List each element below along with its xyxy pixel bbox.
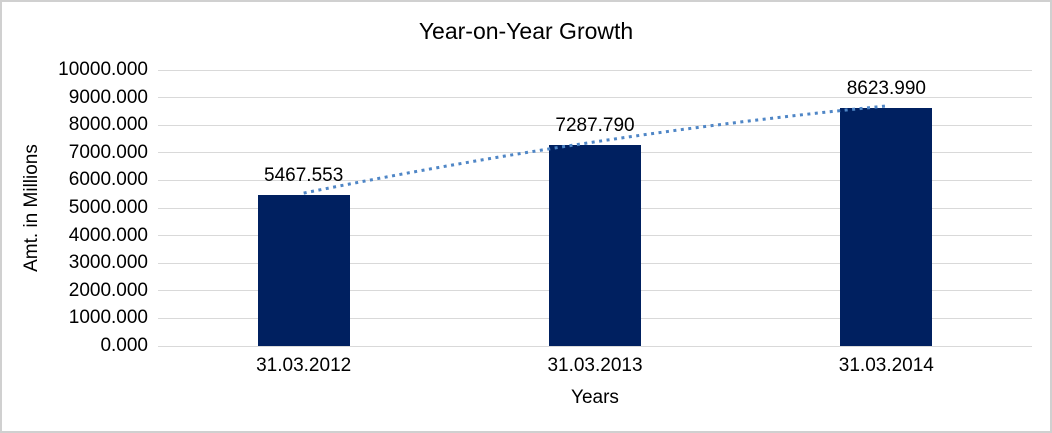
gridline <box>158 97 1032 99</box>
y-tick-label: 1000.000 <box>68 307 148 329</box>
y-tick-label: 6000.000 <box>68 169 148 191</box>
y-tick-label: 0.000 <box>100 335 148 356</box>
y-tick-label: 7000.000 <box>68 141 148 163</box>
data-label: 8623.990 <box>846 77 926 99</box>
y-tick-label: 5000.000 <box>68 197 148 218</box>
y-tick-label: 8000.000 <box>68 114 148 136</box>
x-tick-label: 31.03.2014 <box>838 355 934 376</box>
bar-31.03.2014 <box>840 107 933 346</box>
bar-31.03.2012 <box>257 195 350 346</box>
plot-area: 5467.553 7287.790 8623.990 <box>158 69 1032 347</box>
chart-title: Year-on-Year Growth <box>418 18 634 44</box>
data-label: 7287.790 <box>555 114 635 136</box>
y-tick-label: 3000.000 <box>68 252 148 274</box>
x-axis-tick-labels: 31.03.2012 31.03.2013 31.03.2014 <box>158 355 1032 379</box>
y-tick-label: 4000.000 <box>68 224 148 246</box>
x-axis-title: Years <box>571 387 619 408</box>
y-tick-label: 2000.000 <box>68 279 148 301</box>
y-tick-label: 10000.000 <box>58 59 148 80</box>
bar-31.03.2013 <box>549 144 641 346</box>
x-tick-label: 31.03.2013 <box>547 355 643 376</box>
y-tick-label: 9000.000 <box>68 86 148 108</box>
gridline <box>158 69 1032 71</box>
y-axis-tick-labels: 0.000 1000.000 2000.000 3000.000 4000.000 500… <box>2 59 148 356</box>
data-label: 5467.553 <box>264 165 344 187</box>
gridline <box>158 345 1032 347</box>
x-tick-label: 31.03.2012 <box>256 355 352 376</box>
